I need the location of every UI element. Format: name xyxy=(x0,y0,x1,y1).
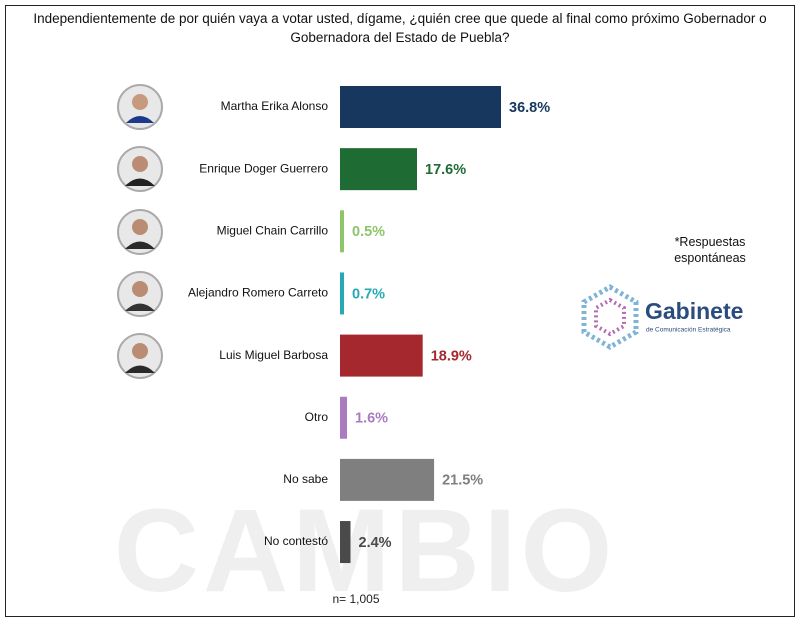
watermark: CAMBIO xyxy=(114,485,617,617)
bar xyxy=(340,272,344,315)
category-label: Martha Erika Alonso xyxy=(221,99,329,113)
photos xyxy=(117,84,163,379)
bar xyxy=(340,458,435,501)
value-label: 2.4% xyxy=(359,535,392,551)
category-label: Enrique Doger Guerrero xyxy=(199,161,328,175)
logo-name: Gabinete xyxy=(645,298,743,324)
category-label: Otro xyxy=(305,410,329,424)
bar xyxy=(340,396,347,439)
logo: Gabinete de Comunicación Estratégica xyxy=(581,284,743,350)
category-label: Miguel Chain Carrillo xyxy=(217,223,329,237)
chart-title: Independientemente de por quién vaya a v… xyxy=(33,11,767,45)
value-label: 0.5% xyxy=(352,224,385,240)
value-label: 0.7% xyxy=(352,286,385,302)
value-label: 36.8% xyxy=(509,100,550,116)
bar xyxy=(340,148,417,191)
logo-tagline: de Comunicación Estratégica xyxy=(646,327,731,334)
bar xyxy=(340,210,344,253)
value-label: 17.6% xyxy=(425,162,466,178)
bar xyxy=(340,86,501,128)
bar xyxy=(340,334,423,377)
category-label: Luis Miguel Barbosa xyxy=(219,348,328,362)
category-label: No sabe xyxy=(283,472,328,486)
sample-size: n= 1,005 xyxy=(332,592,379,606)
frame xyxy=(5,5,795,617)
category-label: Alejandro Romero Carreto xyxy=(188,286,328,300)
value-label: 21.5% xyxy=(442,473,483,489)
value-label: 18.9% xyxy=(431,348,472,364)
value-label: 1.6% xyxy=(355,411,388,427)
note: *Respuestas espontáneas xyxy=(674,235,746,265)
bar xyxy=(340,521,351,564)
category-label: No contestó xyxy=(264,534,328,548)
